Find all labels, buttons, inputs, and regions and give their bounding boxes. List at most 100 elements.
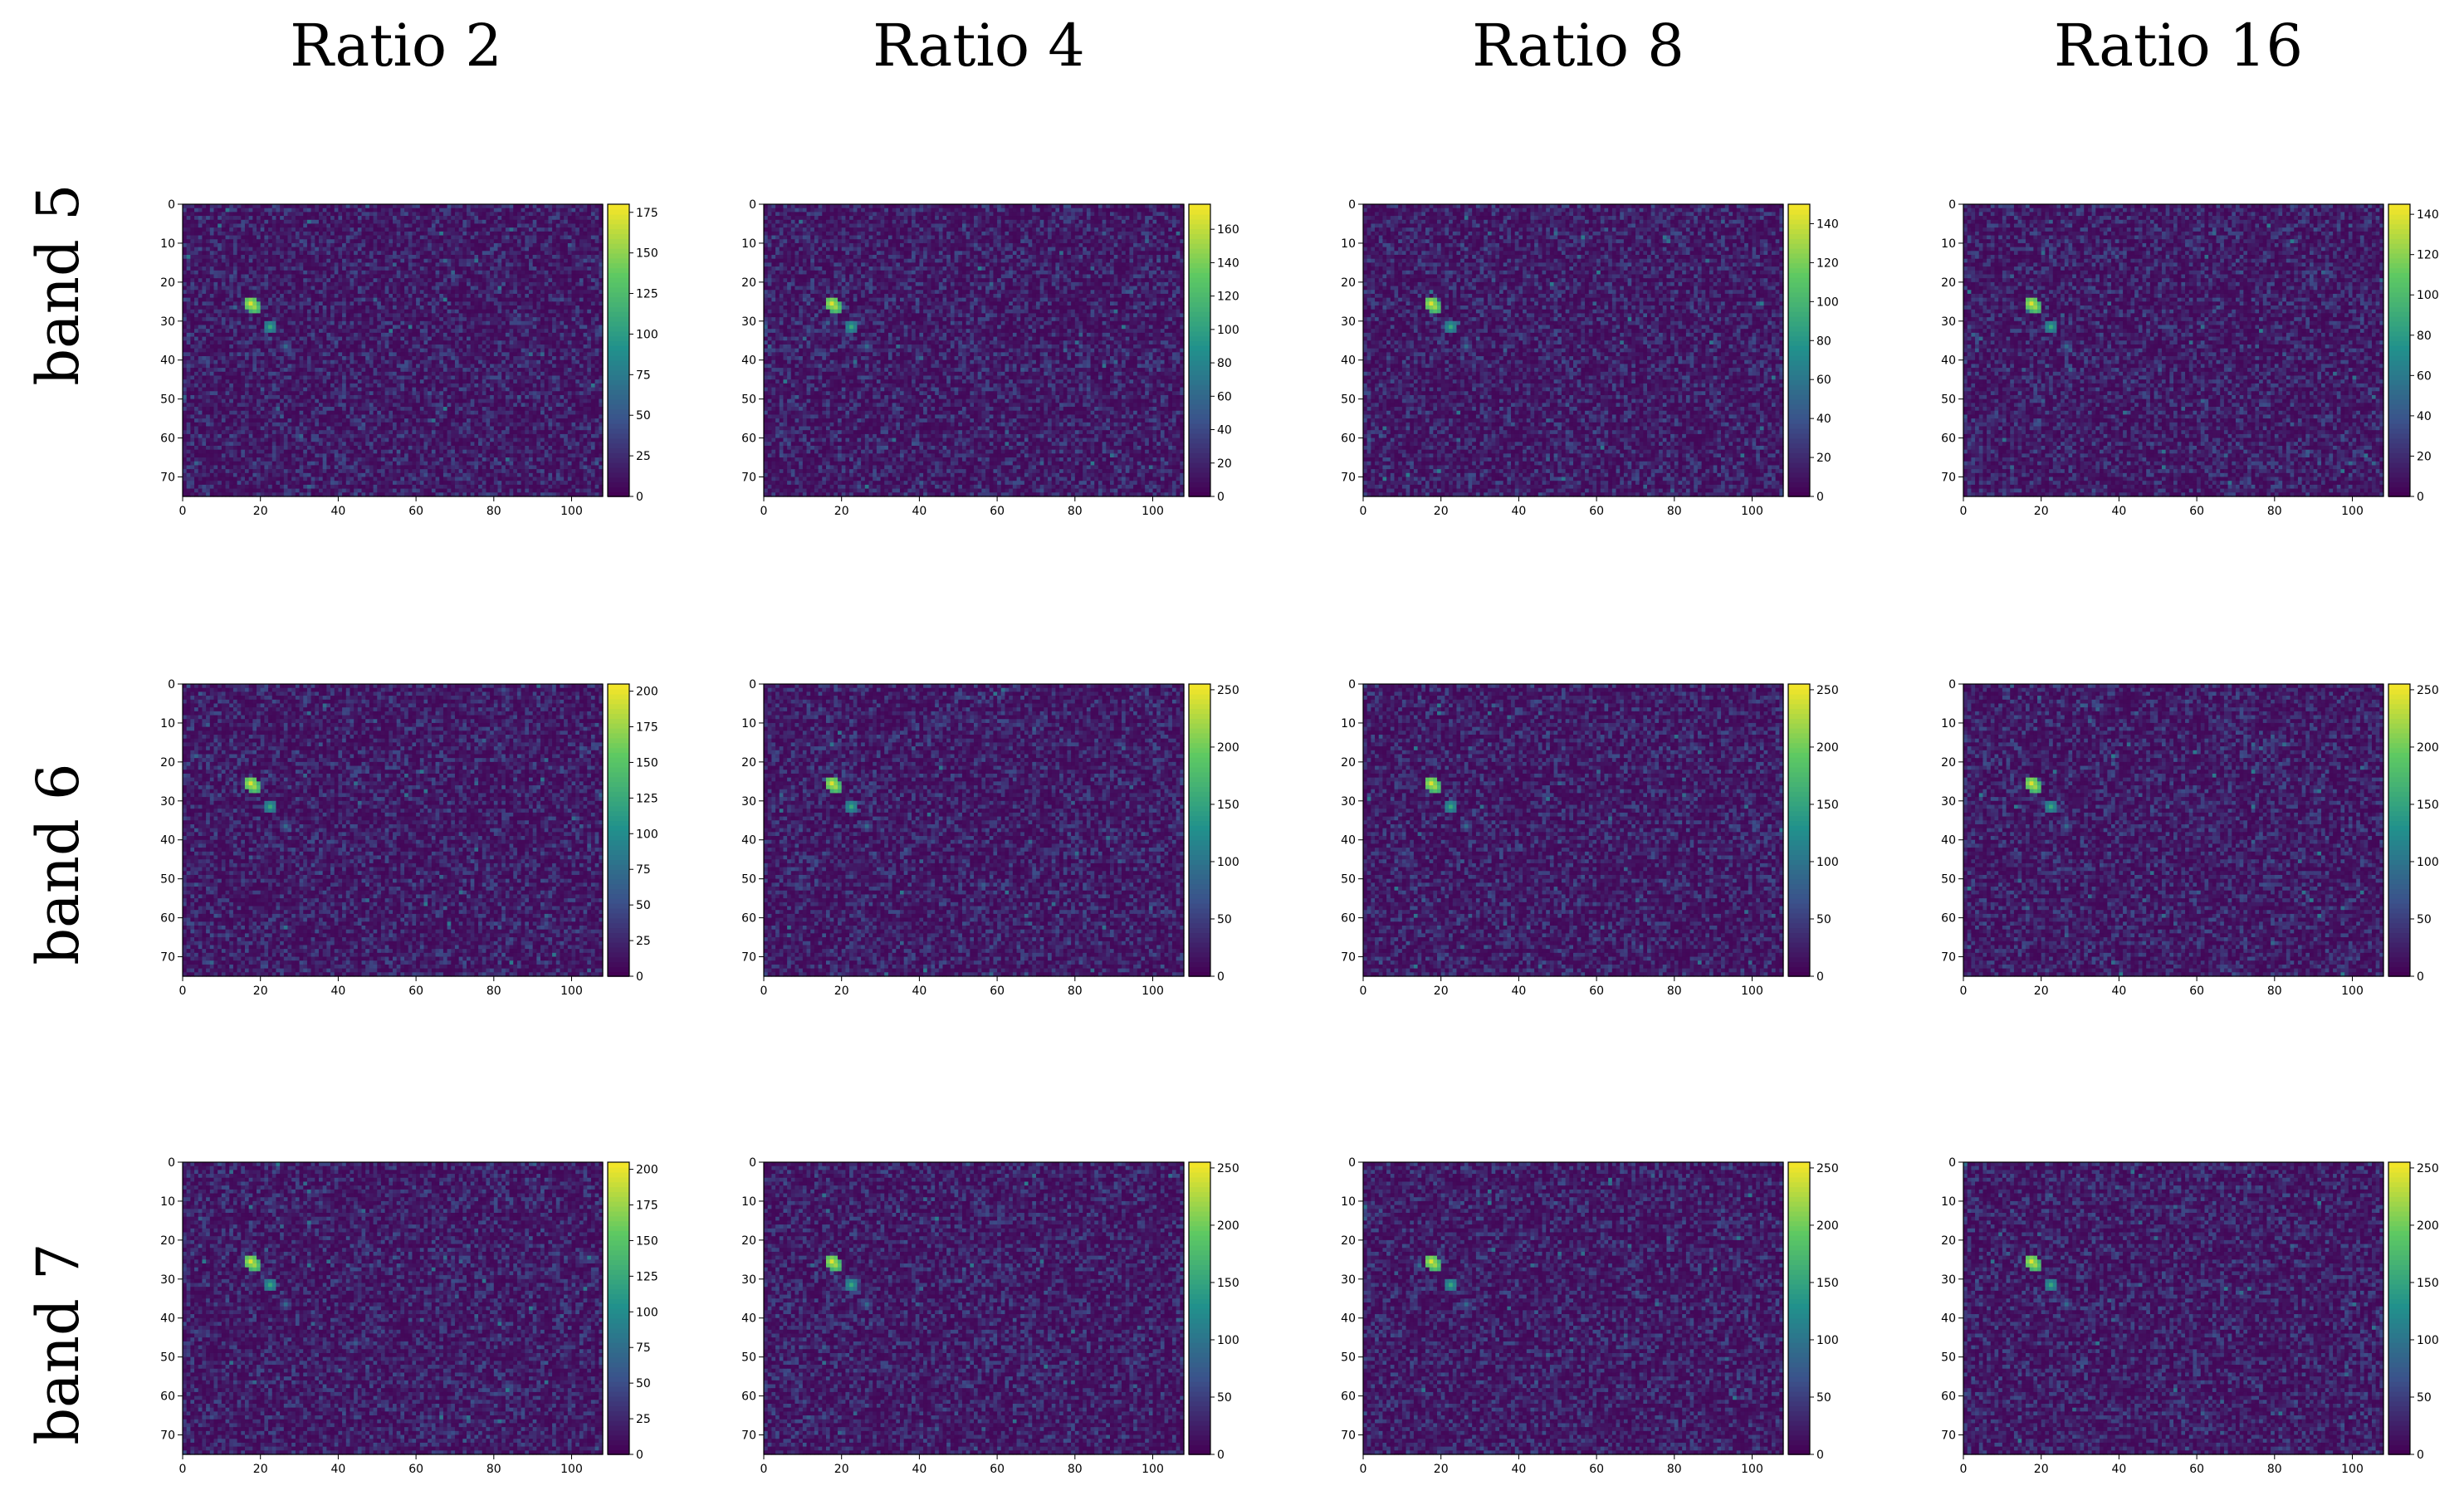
- colorbar: [1189, 684, 1210, 977]
- x-tick-label: 0: [1960, 1463, 1968, 1476]
- colorbar-tick-label: 0: [1816, 970, 1824, 984]
- y-tick-label: 60: [1341, 432, 1356, 446]
- y-tick-label: 50: [741, 393, 756, 407]
- colorbar: [1788, 204, 1810, 497]
- row-title-band-6: band 6: [24, 698, 92, 1030]
- y-tick-label: 40: [1941, 1312, 1956, 1326]
- colorbar-tick-label: 200: [1217, 741, 1239, 755]
- heatmap-cells: [1963, 684, 2384, 977]
- x-tick-label: 60: [1589, 985, 1604, 998]
- x-tick-label: 40: [1511, 1463, 1526, 1476]
- colorbar: [1788, 1162, 1810, 1455]
- x-tick-label: 0: [179, 985, 187, 998]
- y-tick-label: 20: [1941, 756, 1956, 770]
- x-tick-label: 80: [2267, 505, 2282, 518]
- colorbar-tick-label: 125: [636, 288, 658, 301]
- colorbar-tick-label: 250: [2417, 684, 2439, 697]
- colorbar-tick-label: 0: [636, 970, 643, 984]
- x-tick-label: 80: [486, 505, 501, 518]
- colorbar: [608, 1162, 629, 1455]
- colorbar-tick-label: 80: [2417, 330, 2432, 343]
- y-tick-label: 0: [1348, 198, 1356, 212]
- x-tick-label: 100: [1142, 985, 1164, 998]
- y-tick-label: 70: [1341, 472, 1356, 485]
- x-tick-label: 60: [990, 505, 1005, 518]
- x-tick-label: 40: [1511, 505, 1526, 518]
- y-tick-label: 70: [1941, 472, 1956, 485]
- y-tick-label: 20: [1341, 756, 1356, 770]
- colorbar-tick-label: 20: [2417, 450, 2432, 463]
- column-title-ratio-4: Ratio 4: [771, 12, 1186, 80]
- x-tick-label: 40: [2111, 985, 2126, 998]
- y-tick-label: 70: [741, 951, 756, 965]
- y-tick-label: 40: [741, 834, 756, 848]
- heatmap-cells: [1963, 1162, 2384, 1455]
- y-tick-label: 70: [1341, 951, 1356, 965]
- heatmap-cells: [1363, 204, 1784, 497]
- colorbar-tick-label: 100: [2417, 1334, 2439, 1347]
- column-title-ratio-8: Ratio 8: [1371, 12, 1786, 80]
- y-tick-label: 30: [1341, 1273, 1356, 1287]
- x-tick-label: 80: [1667, 505, 1682, 518]
- colorbar-tick-label: 0: [1217, 1449, 1225, 1462]
- y-tick-label: 50: [1341, 1351, 1356, 1365]
- colorbar-tick-label: 50: [2417, 913, 2432, 926]
- colorbar-tick-label: 80: [1217, 357, 1232, 370]
- x-tick-label: 20: [2034, 505, 2049, 518]
- colorbar-tick-label: 60: [1217, 390, 1232, 403]
- y-tick-label: 20: [160, 756, 175, 770]
- y-tick-label: 70: [741, 1429, 756, 1443]
- x-tick-label: 80: [1667, 985, 1682, 998]
- x-tick-label: 0: [1360, 985, 1367, 998]
- y-tick-label: 30: [741, 315, 756, 329]
- colorbar-tick-label: 50: [1217, 913, 1232, 926]
- y-tick-label: 40: [1941, 834, 1956, 848]
- colorbar-tick-label: 250: [1217, 1162, 1239, 1175]
- y-tick-label: 70: [160, 1429, 175, 1443]
- colorbar: [1189, 204, 1210, 497]
- y-tick-label: 10: [1341, 1195, 1356, 1209]
- colorbar-tick-label: 20: [1816, 452, 1831, 465]
- colorbar-tick-label: 100: [1217, 856, 1239, 869]
- colorbar-tick-label: 75: [636, 863, 651, 877]
- x-tick-label: 80: [1068, 505, 1083, 518]
- y-tick-label: 70: [1341, 1429, 1356, 1443]
- colorbar-tick-label: 20: [1217, 457, 1232, 471]
- x-tick-label: 0: [760, 505, 768, 518]
- y-tick-label: 50: [160, 393, 175, 407]
- colorbar: [608, 684, 629, 977]
- y-tick-label: 40: [160, 354, 175, 368]
- colorbar-tick-label: 200: [1217, 1219, 1239, 1233]
- colorbar-tick-label: 50: [1217, 1391, 1232, 1405]
- y-tick-label: 50: [741, 873, 756, 887]
- y-tick-label: 40: [1341, 1312, 1356, 1326]
- colorbar-tick-label: 100: [636, 1306, 658, 1319]
- colorbar-tick-label: 125: [636, 792, 658, 805]
- y-tick-label: 10: [160, 1195, 175, 1209]
- colorbar-tick-label: 40: [1217, 424, 1232, 437]
- y-tick-label: 70: [160, 472, 175, 485]
- x-tick-label: 80: [486, 985, 501, 998]
- colorbar-tick-label: 50: [1816, 1391, 1831, 1405]
- x-tick-label: 40: [2111, 505, 2126, 518]
- x-tick-label: 20: [253, 985, 268, 998]
- x-tick-label: 0: [1960, 985, 1968, 998]
- x-tick-label: 60: [2189, 985, 2204, 998]
- y-tick-label: 10: [1341, 717, 1356, 731]
- colorbar-tick-label: 120: [1217, 291, 1239, 304]
- x-tick-label: 40: [912, 1463, 926, 1476]
- y-tick-label: 40: [1341, 354, 1356, 368]
- heatmap-cells: [1963, 204, 2384, 497]
- y-tick-label: 20: [741, 1234, 756, 1248]
- y-tick-label: 60: [1341, 1390, 1356, 1404]
- colorbar-tick-label: 75: [636, 369, 651, 382]
- x-tick-label: 100: [2341, 985, 2364, 998]
- colorbar-tick-label: 250: [2417, 1162, 2439, 1175]
- y-tick-label: 50: [1941, 393, 1956, 407]
- y-tick-label: 40: [160, 1312, 175, 1326]
- colorbar-tick-label: 25: [636, 450, 651, 463]
- colorbar-tick-label: 75: [636, 1341, 651, 1355]
